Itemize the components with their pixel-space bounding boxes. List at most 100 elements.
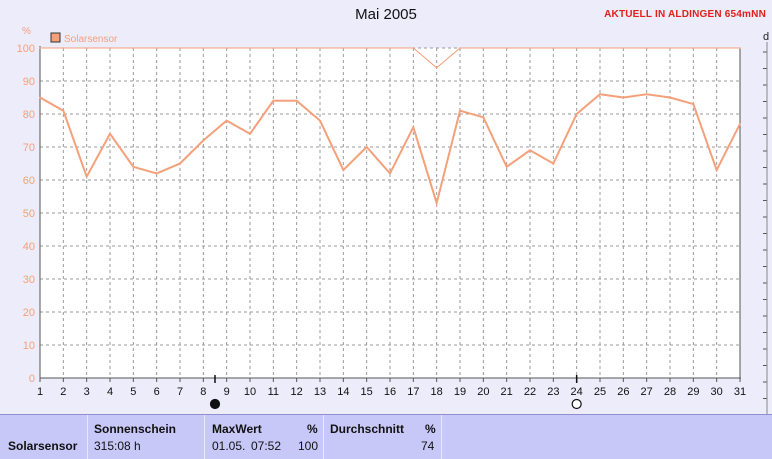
live-location-label[interactable]: AKTUELL IN ALDINGEN 654mNN bbox=[604, 9, 766, 20]
y-tick-label: 70 bbox=[23, 142, 35, 154]
data-point-solarsensor bbox=[249, 133, 251, 135]
x-tick-label: 19 bbox=[454, 386, 466, 398]
x-tick-label: 16 bbox=[384, 386, 396, 398]
data-point-maxwert bbox=[575, 47, 578, 49]
data-point-maxwert bbox=[249, 47, 251, 49]
data-point-solarsensor bbox=[272, 100, 275, 102]
data-point-maxwert bbox=[202, 47, 205, 49]
data-point-solarsensor bbox=[179, 162, 181, 165]
data-point-solarsensor bbox=[202, 139, 205, 142]
sonnenschein-value: 315:08 h bbox=[94, 439, 141, 453]
data-point-maxwert bbox=[669, 47, 671, 49]
data-point-solarsensor bbox=[529, 149, 531, 152]
data-point-maxwert bbox=[715, 47, 718, 49]
chart-title: Mai 2005 bbox=[355, 6, 417, 23]
data-point-solarsensor bbox=[715, 169, 718, 171]
x-tick-label: 13 bbox=[314, 386, 326, 398]
row-label-cell: Solarsensor bbox=[0, 415, 88, 459]
data-point-solarsensor bbox=[739, 123, 741, 125]
maxwert-unit: % bbox=[307, 422, 318, 436]
y-tick-label: 60 bbox=[23, 175, 35, 187]
data-point-solarsensor bbox=[365, 146, 368, 148]
y-tick-label: 50 bbox=[23, 208, 35, 220]
y-tick-label: 30 bbox=[23, 274, 35, 286]
data-point-maxwert bbox=[225, 47, 228, 49]
data-point-solarsensor bbox=[669, 96, 671, 99]
maxwert-header: MaxWert bbox=[212, 422, 262, 436]
data-point-maxwert bbox=[412, 47, 415, 49]
x-tick-label: 17 bbox=[407, 386, 419, 398]
maxwert-time: 07:52 bbox=[251, 439, 282, 453]
x-tick-label: 21 bbox=[501, 386, 513, 398]
data-point-maxwert bbox=[62, 47, 65, 49]
data-point-maxwert bbox=[622, 47, 625, 49]
data-point-solarsensor bbox=[482, 116, 485, 119]
maxwert-cell: MaxWert % 01.05. 07:52 100 bbox=[205, 415, 324, 459]
maxwert-date: 01.05. bbox=[212, 439, 246, 453]
data-point-maxwert bbox=[552, 47, 555, 49]
data-point-solarsensor bbox=[295, 100, 298, 102]
x-tick-label: 3 bbox=[84, 386, 90, 398]
legend-swatch bbox=[50, 32, 61, 43]
x-tick-label: 23 bbox=[547, 386, 559, 398]
y-axis-unit: % bbox=[22, 26, 31, 37]
data-point-solarsensor bbox=[342, 169, 345, 171]
data-point-solarsensor bbox=[109, 133, 111, 135]
data-point-maxwert bbox=[739, 47, 741, 49]
data-point-maxwert bbox=[459, 47, 461, 49]
data-point-maxwert bbox=[599, 47, 601, 49]
maxwert-value: 100 bbox=[298, 439, 319, 453]
durchschnitt-unit: % bbox=[425, 422, 436, 436]
right-axis-unit: d bbox=[763, 31, 770, 43]
x-tick-label: 20 bbox=[477, 386, 489, 398]
data-point-maxwert bbox=[39, 47, 41, 49]
data-point-solarsensor bbox=[155, 172, 158, 175]
data-point-solarsensor bbox=[389, 172, 391, 175]
durchschnitt-header: Durchschnitt bbox=[330, 422, 405, 436]
y-tick-label: 20 bbox=[23, 307, 35, 319]
x-tick-label: 29 bbox=[687, 386, 699, 398]
x-tick-label: 25 bbox=[594, 386, 606, 398]
data-point-maxwert bbox=[645, 47, 648, 49]
data-point-maxwert bbox=[319, 47, 321, 49]
data-point-maxwert bbox=[132, 47, 135, 49]
summary-table: Solarsensor Sonnenschein 315:08 h MaxWer… bbox=[0, 414, 772, 459]
y-tick-label: 80 bbox=[23, 109, 35, 121]
x-tick-label: 22 bbox=[524, 386, 536, 398]
data-point-maxwert bbox=[109, 47, 111, 49]
data-point-solarsensor bbox=[319, 119, 321, 122]
data-point-solarsensor bbox=[599, 93, 601, 95]
data-point-solarsensor bbox=[575, 113, 578, 115]
data-point-solarsensor bbox=[505, 166, 508, 168]
new-moon-icon bbox=[571, 398, 582, 410]
data-point-maxwert bbox=[342, 47, 345, 49]
x-tick-label: 9 bbox=[224, 386, 230, 398]
data-point-maxwert bbox=[692, 47, 695, 49]
data-point-maxwert bbox=[529, 47, 531, 49]
y-tick-label: 90 bbox=[23, 76, 35, 88]
x-tick-label: 4 bbox=[107, 386, 113, 398]
x-tick-label: 8 bbox=[200, 386, 206, 398]
full-moon-icon bbox=[209, 398, 221, 410]
x-tick-label: 2 bbox=[60, 386, 66, 398]
sonnenschein-cell: Sonnenschein 315:08 h bbox=[88, 415, 205, 459]
data-point-maxwert bbox=[435, 67, 438, 69]
data-point-maxwert bbox=[389, 47, 391, 49]
data-point-solarsensor bbox=[62, 109, 65, 112]
x-tick-label: 7 bbox=[177, 386, 183, 398]
x-tick-label: 6 bbox=[154, 386, 160, 398]
data-point-maxwert bbox=[179, 47, 181, 49]
y-tick-label: 40 bbox=[23, 241, 35, 253]
y-tick-label: 10 bbox=[23, 340, 35, 352]
data-point-solarsensor bbox=[645, 93, 648, 95]
y-tick-label: 0 bbox=[29, 373, 35, 385]
data-point-solarsensor bbox=[552, 162, 555, 165]
data-point-maxwert bbox=[365, 47, 368, 49]
data-point-maxwert bbox=[155, 47, 158, 49]
x-tick-label: 1 bbox=[37, 386, 43, 398]
y-tick-label: 100 bbox=[17, 43, 35, 55]
data-point-solarsensor bbox=[39, 96, 41, 99]
data-point-solarsensor bbox=[132, 166, 135, 168]
x-tick-label: 15 bbox=[361, 386, 373, 398]
